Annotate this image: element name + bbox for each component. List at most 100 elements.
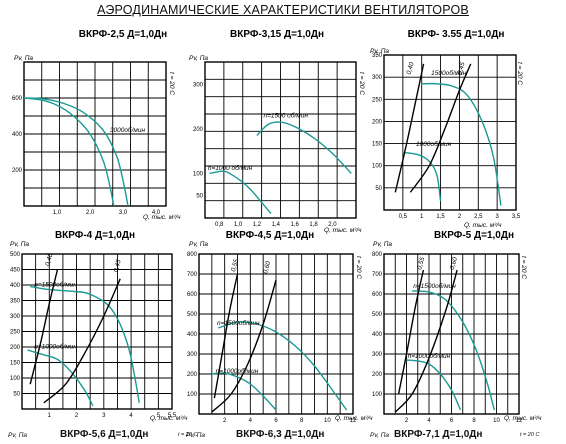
y-tick-label: 350: [10, 299, 21, 305]
y-tick-label: 300: [187, 352, 198, 358]
x-tick-label: 2,5: [474, 214, 483, 220]
y-tick-label: 300: [372, 75, 383, 81]
x-tick-label: 4,0: [152, 210, 161, 216]
x-tick-label: 12: [350, 418, 357, 424]
x-tick-label: 1,4: [272, 222, 281, 228]
x-tick-label: 2,0: [328, 222, 337, 228]
chart-title: ВКРФ-5,6 Д=1,0Дн: [60, 429, 149, 440]
y-tick-label: 700: [372, 272, 383, 278]
pressure-curve: [23, 97, 115, 207]
rpm-label: 1000об/мин: [416, 140, 452, 148]
x-tick-label: 6: [450, 418, 454, 424]
efficiency-line: [409, 63, 472, 193]
y-tick-label: 300: [10, 314, 21, 320]
x-tick-label: 2: [223, 418, 227, 424]
chart-vkrf-5: ВКРФ-5 Д=1,0Дн Pv, Па t = 20 С Q, тыс. м…: [372, 230, 542, 424]
plot-frame: [383, 253, 520, 415]
y-axis-label: Pv, Па: [8, 432, 28, 439]
chart-vkrf-4-5: ВКРФ-4,5 Д=1,0Дн Pv, Па t = 20 С Q, тыс.…: [187, 230, 373, 424]
y-tick-label: 400: [12, 132, 23, 138]
temperature-label: t = 20 С: [520, 432, 540, 438]
y-tick-label: 200: [372, 119, 383, 125]
x-tick-label: 3: [495, 214, 499, 220]
x-axis-label: Q, тыс. м³/ч: [335, 415, 373, 422]
temperature-label: t = 20 С: [520, 256, 527, 279]
rpm-label: n=1000об/мин: [216, 367, 259, 375]
efficiency-label: 0,55: [416, 256, 426, 270]
rpm-label: n=1500об/мин: [413, 282, 456, 290]
x-tick-label: 2: [405, 418, 409, 424]
y-axis-label: Pv, Па: [189, 55, 208, 62]
chart-title: ВКРФ-5 Д=1,0Дн: [434, 230, 514, 241]
y-tick-label: 400: [372, 332, 383, 338]
x-tick-label: 0,8: [215, 222, 224, 228]
y-tick-label: 150: [372, 142, 383, 148]
plot-frame: [23, 61, 167, 207]
y-tick-label: 100: [193, 171, 204, 177]
chart-title: ВКРФ-4 Д=1,0Дн: [55, 230, 135, 241]
y-tick-label: 50: [13, 392, 20, 398]
y-tick-label: 500: [10, 252, 21, 258]
y-tick-label: 400: [187, 332, 198, 338]
y-axis-label: Pv, Па: [189, 241, 208, 248]
temperature-label: t = 20 С: [355, 256, 362, 279]
y-tick-label: 100: [187, 392, 198, 398]
x-tick-label: 5: [157, 413, 161, 419]
efficiency-label: 0,45: [456, 61, 466, 75]
pressure-curve: [402, 151, 442, 202]
x-tick-label: 4: [249, 418, 253, 424]
x-tick-label: 1: [420, 214, 424, 220]
y-tick-label: 500: [187, 312, 198, 318]
x-axis-label: Q, тыс. м³/ч: [504, 415, 542, 422]
y-tick-label: 800: [372, 252, 383, 258]
x-tick-label: 10: [324, 418, 331, 424]
rpm-label: n=1500 об/мин: [264, 112, 309, 120]
y-tick-label: 250: [372, 97, 383, 103]
pressure-curve: [30, 285, 140, 403]
rpm-label: n=1500об/мин: [34, 281, 77, 289]
plot-frame: [204, 61, 357, 219]
pressure-curve: [209, 170, 272, 214]
y-tick-label: 200: [193, 127, 204, 133]
y-tick-label: 800: [187, 252, 198, 258]
chart-vkrf-4: ВКРФ-4 Д=1,0Дн Pv, Па Q, тыс. м³/ч n=150…: [10, 230, 188, 422]
efficiency-label: 0,55: [230, 258, 240, 272]
y-tick-label: 100: [372, 392, 383, 398]
x-tick-label: 10: [493, 418, 500, 424]
x-tick-label: 1: [48, 413, 52, 419]
y-tick-label: 600: [372, 292, 383, 298]
y-axis-label: Pv, Па: [370, 432, 390, 439]
x-tick-label: 0,5: [399, 214, 408, 220]
x-tick-label: 1,0: [234, 222, 243, 228]
x-tick-label: 1,0: [53, 210, 62, 216]
x-tick-label: 3,0: [119, 210, 128, 216]
page-title: АЭРОДИНАМИЧЕСКИЕ ХАРАКТЕРИСТИКИ ВЕНТИЛЯТ…: [97, 3, 469, 17]
pressure-curve: [421, 82, 502, 206]
y-tick-label: 200: [12, 168, 23, 174]
x-tick-label: 12: [516, 418, 523, 424]
chart-title: ВКРФ-2,5 Д=1,0Дн: [79, 29, 167, 40]
efficiency-line: [213, 273, 239, 399]
pressure-curve: [27, 349, 94, 407]
efficiency-label: 0,40: [44, 253, 54, 267]
y-axis-label: Pv, Па: [10, 241, 29, 248]
chart-title: ВКРФ-3,15 Д=1,0Дн: [230, 29, 324, 40]
x-tick-label: 3: [102, 413, 106, 419]
efficiency-line: [43, 278, 121, 404]
y-tick-label: 600: [12, 96, 23, 102]
y-tick-label: 50: [375, 186, 382, 192]
x-tick-label: 5,5: [168, 413, 177, 419]
pressure-curve: [23, 97, 129, 207]
rpm-label: 1500об/мин: [431, 69, 467, 77]
efficiency-label: 0,60: [262, 260, 272, 274]
y-tick-label: 200: [372, 372, 383, 378]
chart-vkrf-2-5: ВКРФ-2,5 Д=1,0Дн Pv, Па t = 20 С Q, тыс.…: [12, 29, 181, 221]
y-tick-label: 100: [10, 376, 21, 382]
y-tick-label: 350: [372, 53, 383, 59]
y-axis-label: Pv, Па: [14, 55, 33, 62]
rpm-label: n=1000 об/мин: [208, 164, 253, 172]
efficiency-label: 0,60: [449, 256, 459, 270]
x-tick-label: 3,5: [512, 214, 521, 220]
temperature-label: t = 20 С: [168, 72, 175, 95]
y-tick-label: 500: [372, 312, 383, 318]
